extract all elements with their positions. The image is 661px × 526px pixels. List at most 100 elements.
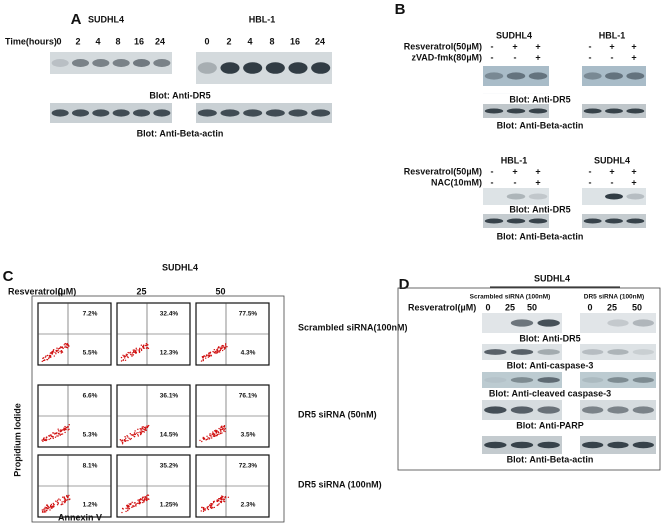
- event-dot: [216, 433, 219, 436]
- event-dot: [133, 432, 136, 434]
- event-dot: [202, 359, 204, 362]
- event-dot: [135, 503, 138, 505]
- blot-band: [528, 193, 548, 200]
- event-dot: [224, 430, 226, 433]
- event-dot: [46, 504, 48, 507]
- sign: +: [631, 166, 636, 176]
- event-dot: [211, 433, 213, 435]
- blot-band: [288, 62, 308, 74]
- event-dot: [218, 350, 220, 352]
- event-dot: [59, 430, 62, 433]
- event-dot: [137, 502, 139, 505]
- event-dot: [216, 434, 218, 437]
- event-dot: [68, 494, 70, 497]
- percent: 5.5%: [83, 350, 98, 357]
- event-dot: [139, 502, 142, 504]
- blot-band: [582, 349, 604, 355]
- sign: +: [512, 41, 517, 51]
- event-dot: [64, 428, 67, 431]
- event-dot: [64, 346, 66, 348]
- event-dot: [49, 507, 51, 509]
- event-dot: [143, 497, 146, 499]
- event-dot: [206, 438, 209, 440]
- time: 24: [315, 36, 325, 46]
- blot: [196, 103, 332, 123]
- event-dot: [206, 508, 209, 510]
- event-dot: [142, 346, 144, 348]
- event-dot: [207, 508, 210, 511]
- event-dot: [145, 342, 148, 345]
- event-dot: [145, 347, 148, 349]
- time: 16: [290, 36, 300, 46]
- blot-band: [153, 59, 171, 67]
- event-dot: [44, 438, 46, 441]
- event-dot: [131, 352, 134, 354]
- event-dot: [213, 348, 216, 351]
- event-dot: [124, 359, 127, 361]
- event-dot: [224, 347, 226, 350]
- blot-band: [607, 441, 629, 449]
- event-dot: [125, 437, 127, 440]
- event-dot: [48, 506, 50, 508]
- event-dot: [221, 349, 224, 352]
- cell-line: HBL-1: [599, 30, 626, 40]
- treatment-label: Resveratrol(µM): [408, 302, 476, 312]
- group-label: DR5 siRNA (100nM): [584, 294, 644, 301]
- event-dot: [146, 499, 148, 501]
- event-dot: [144, 428, 146, 430]
- blot-band: [484, 441, 507, 449]
- event-dot: [66, 426, 69, 428]
- event-dot: [142, 430, 144, 433]
- event-dot: [124, 357, 126, 359]
- dose: 50: [215, 286, 225, 296]
- blot-band: [632, 406, 654, 414]
- event-dot: [121, 441, 124, 443]
- blot-band: [132, 59, 151, 67]
- event-dot: [217, 499, 220, 501]
- event-dot: [206, 435, 208, 438]
- event-dot: [54, 351, 56, 354]
- event-dot: [52, 351, 54, 353]
- event-dot: [212, 507, 214, 509]
- blot-band: [484, 377, 507, 383]
- blot-band: [528, 108, 548, 114]
- event-dot: [144, 496, 147, 498]
- event-dot: [42, 440, 44, 443]
- blot-band: [605, 218, 623, 224]
- event-dot: [52, 436, 54, 438]
- event-dot: [55, 349, 57, 352]
- event-dot: [66, 342, 69, 345]
- event-dot: [128, 352, 130, 354]
- event-dot: [127, 351, 129, 354]
- blot-band: [112, 59, 130, 67]
- event-dot: [121, 443, 124, 445]
- event-dot: [131, 501, 133, 504]
- event-dot: [121, 511, 123, 514]
- blot-band: [607, 349, 629, 355]
- panel-frame: [31, 295, 285, 523]
- blot: [483, 188, 549, 205]
- event-dot: [56, 501, 58, 503]
- event-dot: [223, 500, 226, 503]
- dose: 0: [587, 302, 592, 312]
- percent: 4.3%: [241, 350, 256, 357]
- sign: -: [611, 52, 614, 62]
- event-dot: [127, 436, 129, 438]
- blot-band: [484, 108, 504, 114]
- blot-band: [92, 59, 110, 67]
- event-dot: [132, 505, 134, 507]
- dose: 50: [527, 302, 537, 312]
- blot-label: Blot: Anti-Beta-actin: [497, 120, 584, 130]
- event-dot: [213, 435, 216, 438]
- event-dot: [142, 501, 144, 504]
- event-dot: [145, 495, 148, 497]
- blot-band: [288, 109, 308, 117]
- event-dot: [63, 344, 65, 346]
- event-dot: [53, 348, 55, 351]
- event-dot: [220, 498, 223, 501]
- blot-band: [506, 72, 526, 80]
- event-dot: [206, 506, 209, 509]
- event-dot: [137, 431, 139, 434]
- event-dot: [213, 506, 216, 509]
- event-dot: [143, 431, 146, 433]
